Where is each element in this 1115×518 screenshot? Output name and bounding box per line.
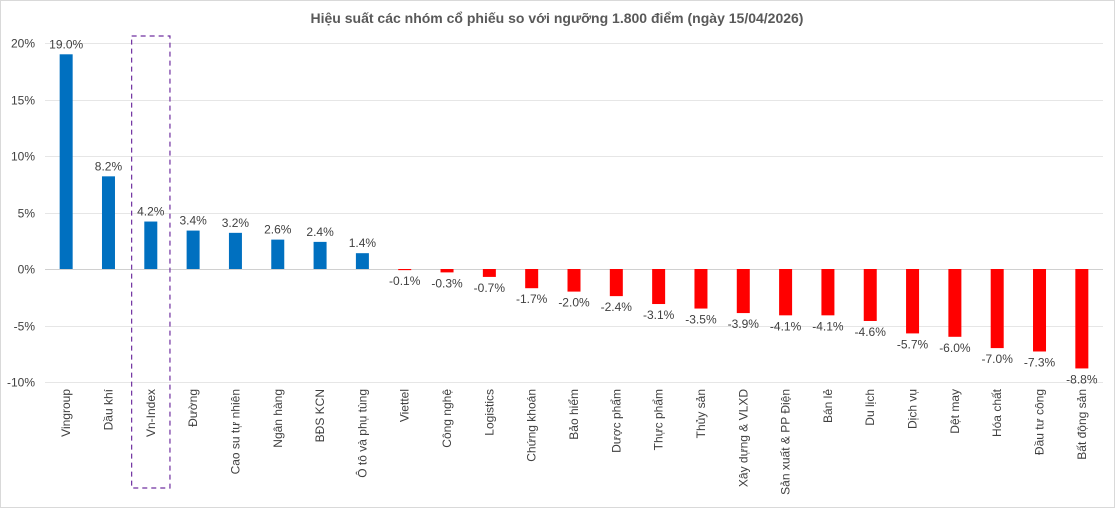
bar [694, 269, 708, 309]
y-tick-label: 5% [18, 207, 36, 221]
bar [59, 54, 73, 269]
bar [821, 269, 835, 316]
data-label: 19.0% [49, 37, 83, 51]
x-tick-label: Thủy sản [694, 389, 708, 438]
y-tick-label: 10% [11, 150, 35, 164]
data-label: -3.1% [643, 308, 675, 322]
highlight-box [131, 35, 171, 489]
chart-title: Hiệu suất các nhóm cổ phiếu so với ngưỡn… [311, 10, 804, 26]
bar [144, 221, 158, 269]
data-label: 4.2% [137, 205, 165, 219]
x-tick-label: Dệt may [948, 389, 962, 434]
data-label: -8.8% [1066, 372, 1098, 386]
data-label: -4.1% [770, 319, 802, 333]
x-tick-label: Đường [186, 389, 200, 427]
x-tick-label: Dầu khí [101, 388, 115, 430]
data-label: 2.4% [306, 225, 334, 239]
bar [313, 241, 327, 269]
bar [440, 269, 454, 273]
data-label: -7.0% [982, 352, 1014, 366]
x-tick-label: Hóa chất [990, 388, 1004, 437]
x-tick-label: Sản xuất & PP Điện [779, 389, 793, 495]
data-label: -1.7% [516, 292, 548, 306]
x-tick-label: Vingroup [59, 389, 73, 437]
bar [906, 269, 920, 334]
y-tick-label: 0% [18, 263, 36, 277]
data-label: -5.7% [897, 337, 929, 351]
bar [228, 232, 242, 269]
bar [1033, 269, 1047, 352]
bar [482, 269, 496, 277]
data-label: -3.5% [685, 313, 717, 327]
y-tick-label: -10% [7, 376, 35, 390]
y-tick-label: 20% [11, 37, 35, 51]
data-label: 2.6% [264, 223, 292, 237]
bar [567, 269, 581, 292]
bar [398, 269, 412, 271]
x-tick-label: Bảo hiểm [567, 389, 581, 440]
bar [948, 269, 962, 337]
data-labels: 19.0% 8.2% 4.2% 3.4% 3.2% 2.6% 2.4% 1.4% -0.1% -0… [49, 37, 1098, 386]
x-tick-label: Bất động sản [1075, 389, 1089, 460]
x-tick-label: Vn-Index [144, 389, 158, 437]
x-tick-label: Cao su tự nhiên [228, 389, 242, 474]
bar [863, 269, 877, 321]
data-label: 1.4% [349, 236, 377, 250]
x-tick-label: BĐS KCN [313, 389, 327, 442]
bar [186, 230, 200, 269]
bar [609, 269, 623, 297]
data-label: -3.9% [728, 317, 760, 331]
bars [59, 54, 1089, 369]
bar [736, 269, 750, 314]
data-label: -0.1% [389, 274, 421, 288]
data-label: -2.0% [558, 296, 590, 310]
data-label: 3.2% [222, 216, 250, 230]
x-tick-label: Du lịch [863, 389, 877, 426]
data-label: -6.0% [939, 341, 971, 355]
x-tick-label: Chứng khoán [525, 389, 539, 462]
data-label: 3.4% [179, 214, 207, 228]
bar [525, 269, 539, 289]
bar [652, 269, 666, 305]
data-label: 8.2% [95, 159, 123, 173]
data-label: -4.1% [812, 319, 844, 333]
x-tick-label: Đầu tư công [1033, 389, 1047, 455]
x-axis-ticks: Vingroup Dầu khí Vn-Index Đường Cao su tự nh… [59, 388, 1089, 495]
bar [271, 239, 285, 269]
y-tick-label: -5% [14, 320, 36, 334]
x-tick-label: Dược phẩm [609, 389, 623, 453]
bar [355, 253, 369, 269]
x-tick-label: Thực phẩm [652, 389, 666, 450]
x-tick-label: Công nghệ [440, 389, 454, 448]
y-tick-label: 15% [11, 94, 35, 108]
x-tick-label: Viettel [398, 389, 412, 422]
data-label: -7.3% [1024, 355, 1056, 369]
x-tick-label: Xây dựng & VLXD [736, 389, 750, 487]
highlight-layer [131, 35, 171, 489]
data-label: -0.7% [474, 281, 506, 295]
x-tick-label: Logistics [482, 389, 496, 436]
bar [1075, 269, 1089, 369]
data-label: -4.6% [855, 325, 887, 339]
x-tick-label: Ô tô và phụ tùng [354, 389, 369, 478]
bar [990, 269, 1004, 349]
x-tick-label: Dịch vụ [906, 389, 920, 429]
bar [101, 176, 115, 269]
gridlines [45, 43, 1103, 383]
bar [779, 269, 793, 316]
y-axis-ticks: 20% 15% 10% 5% 0% -5% -10% [7, 37, 35, 390]
x-tick-label: Ngân hàng [271, 389, 285, 448]
x-tick-label: Bán lẻ [821, 389, 835, 423]
data-label: -2.4% [601, 300, 633, 314]
data-label: -0.3% [431, 276, 463, 290]
